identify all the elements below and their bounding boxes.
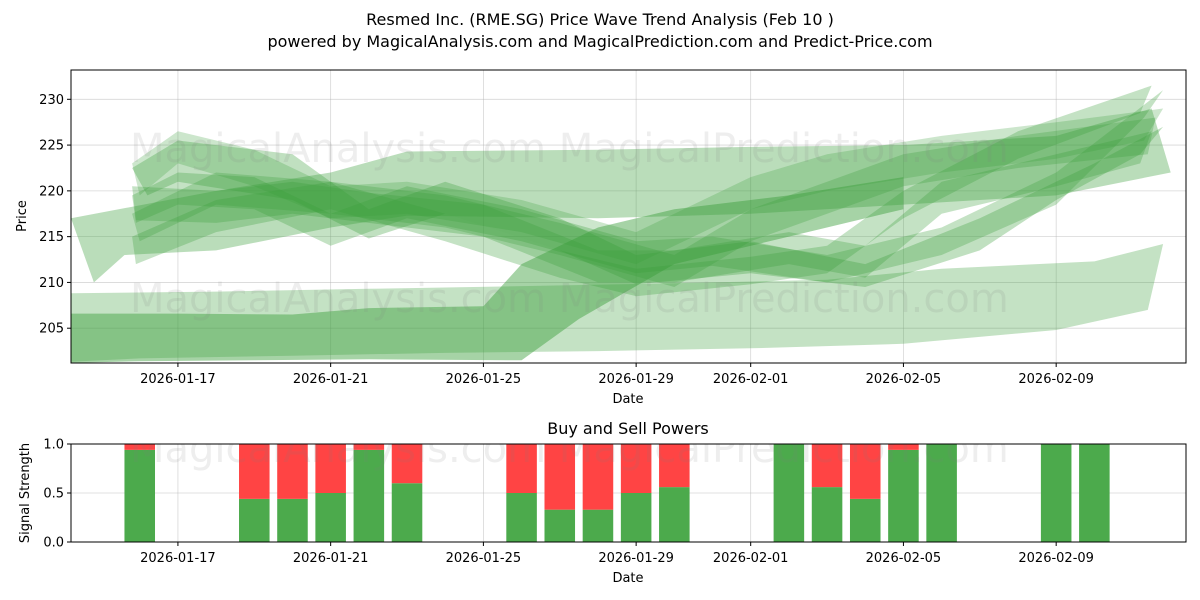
- price-y-tick-label: 230: [39, 93, 64, 108]
- price-y-tick-label: 210: [39, 276, 64, 291]
- signal-y-tick-label: 1.0: [43, 438, 64, 453]
- signal-y-ticks: 0.0 0.5 1.0: [43, 438, 71, 551]
- price-x-tick-label: 2026-01-21: [293, 372, 369, 387]
- sell-power-bar: [620, 444, 652, 493]
- price-wave-band-5: [132, 90, 1164, 283]
- signal-watermarks: MagicalAnalysis.com MagicalPrediction.co…: [130, 426, 1009, 472]
- price-grid: [71, 70, 1186, 363]
- signal-x-tick-label: 2026-02-01: [713, 551, 789, 566]
- chart-title-line2: powered by MagicalAnalysis.com and Magic…: [267, 32, 932, 51]
- price-wave-band-6: [132, 85, 1152, 297]
- signal-x-tick-label: 2026-01-29: [598, 551, 674, 566]
- buy-power-bar: [620, 493, 652, 542]
- price-y-tick-label: 225: [39, 139, 64, 154]
- buy-power-bar: [1040, 444, 1072, 542]
- watermark-lower: MagicalAnalysis.com MagicalPrediction.co…: [130, 276, 1009, 322]
- price-x-axis-label: Date: [612, 392, 643, 407]
- price-x-tick-label: 2026-02-09: [1018, 372, 1094, 387]
- sell-power-bar: [849, 444, 881, 499]
- buy-power-bar: [811, 487, 843, 542]
- signal-chart: Buy and Sell Powers MagicalAnalysis.com …: [18, 419, 1187, 586]
- price-wave-band-1: [71, 244, 1164, 362]
- chart-title-line1: Resmed Inc. (RME.SG) Price Wave Trend An…: [366, 10, 834, 29]
- signal-y-tick-label: 0.5: [43, 487, 64, 502]
- signal-y-axis-label: Signal Strength: [18, 443, 33, 543]
- buy-power-bar: [888, 449, 919, 542]
- buy-power-bar: [124, 449, 156, 542]
- signal-x-tick-label: 2026-02-09: [1018, 551, 1094, 566]
- price-y-tick-label: 215: [39, 230, 64, 245]
- buy-power-bar: [391, 483, 423, 542]
- sell-power-bar: [888, 444, 919, 450]
- signal-x-ticks: 2026-01-17 2026-01-21 2026-01-25 2026-01-29…: [140, 542, 1094, 566]
- sell-power-bar: [506, 444, 537, 493]
- price-wave-band-7: [132, 131, 1152, 283]
- signal-x-tick-label: 2026-01-17: [140, 551, 216, 566]
- sell-power-bar: [124, 444, 156, 450]
- sell-power-bar: [391, 444, 423, 484]
- buy-power-bar: [659, 487, 690, 542]
- buy-power-bar: [239, 498, 270, 542]
- watermark-upper: MagicalAnalysis.com MagicalPrediction.co…: [130, 126, 1009, 172]
- price-x-tick-label: 2026-02-01: [713, 372, 789, 387]
- price-wave-band-3: [71, 108, 1171, 283]
- buy-power-bar: [1079, 444, 1110, 542]
- price-wave-chart: MagicalAnalysis.com MagicalPrediction.co…: [15, 69, 1187, 407]
- signal-chart-title: Buy and Sell Powers: [547, 419, 709, 438]
- price-wave-band-2: [71, 177, 904, 363]
- price-wave-bands: [71, 85, 1171, 363]
- buy-power-bar: [849, 498, 881, 542]
- sell-power-bar: [315, 444, 346, 493]
- sell-power-bar: [811, 444, 843, 488]
- price-wave-band-8: [132, 117, 1156, 287]
- sell-power-bar: [277, 444, 308, 499]
- price-wave-band-4: [132, 126, 1164, 287]
- price-x-tick-label: 2026-02-05: [866, 372, 942, 387]
- buy-power-bar: [506, 493, 537, 542]
- signal-y-tick-label: 0.0: [43, 536, 64, 551]
- sell-power-bar: [659, 444, 690, 488]
- price-x-tick-label: 2026-01-29: [598, 372, 674, 387]
- sell-power-bar: [544, 444, 576, 510]
- price-x-tick-label: 2026-01-25: [446, 372, 522, 387]
- price-y-ticks: 205 210 215 220 225 230: [39, 93, 71, 337]
- price-x-ticks: 2026-01-17 2026-01-21 2026-01-25 2026-01-29…: [140, 363, 1094, 387]
- buy-power-bar: [773, 444, 805, 542]
- signal-x-tick-label: 2026-01-21: [293, 551, 369, 566]
- price-y-tick-label: 205: [39, 322, 64, 337]
- price-x-tick-label: 2026-01-17: [140, 372, 216, 387]
- buy-power-bar: [582, 509, 614, 542]
- signal-x-axis-label: Date: [612, 571, 643, 586]
- buy-power-bar: [926, 444, 957, 542]
- price-wave-band-9: [132, 108, 1164, 265]
- price-plot-frame: [70, 69, 1187, 364]
- buy-power-bar: [315, 493, 346, 542]
- sell-power-bar: [353, 444, 385, 450]
- sell-power-bar: [239, 444, 270, 499]
- price-plot-background: [71, 70, 1186, 363]
- signal-bars: [124, 444, 1110, 542]
- buy-power-bar: [544, 509, 576, 542]
- price-y-tick-label: 220: [39, 184, 64, 199]
- signal-x-tick-label: 2026-02-05: [866, 551, 942, 566]
- watermark-signal: MagicalAnalysis.com MagicalPrediction.co…: [130, 426, 1009, 472]
- price-watermarks: MagicalAnalysis.com MagicalPrediction.co…: [130, 126, 1009, 322]
- price-y-axis-label: Price: [15, 200, 30, 232]
- buy-power-bar: [277, 498, 308, 542]
- signal-x-tick-label: 2026-01-25: [446, 551, 522, 566]
- sell-power-bar: [582, 444, 614, 510]
- buy-power-bar: [353, 449, 385, 542]
